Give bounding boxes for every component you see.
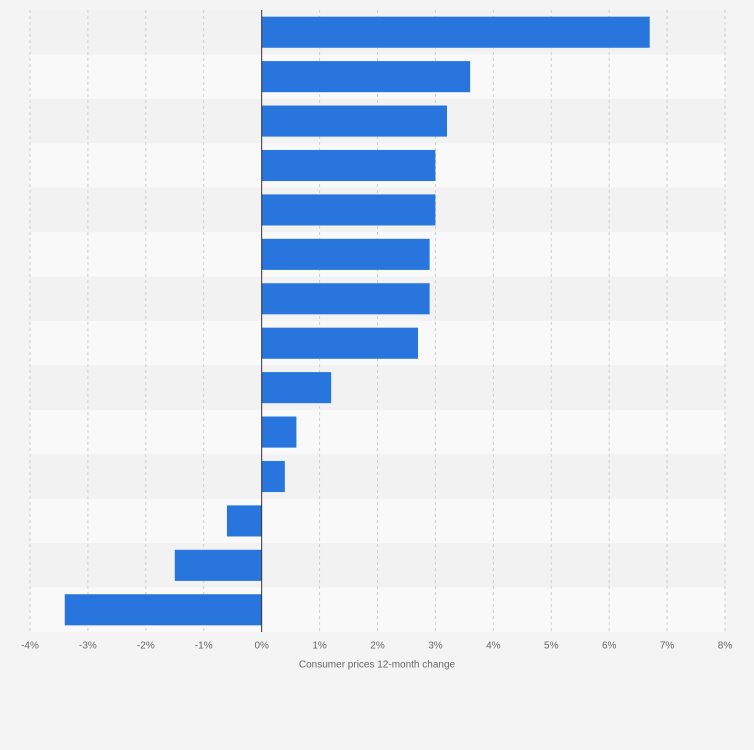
x-tick-label: 5% [544,641,559,652]
bar [261,238,430,270]
x-axis-label: Consumer prices 12-month change [299,660,456,671]
bar [261,61,471,93]
x-tick-label: -3% [79,641,97,652]
x-tick-label: 6% [602,641,617,652]
x-tick-label: 3% [428,641,443,652]
bar [261,283,430,315]
bar [261,194,436,226]
bar [261,149,436,182]
bar [261,460,285,493]
x-tick-label: 1% [312,641,327,652]
bar [261,105,447,137]
bar [261,372,332,404]
bar [174,549,262,581]
bar [226,505,262,537]
x-tick-label: -4% [21,641,39,652]
bar [261,16,650,48]
x-tick-label: 8% [718,641,733,652]
x-tick-label: 4% [486,641,501,652]
x-tick-label: 0% [254,641,269,652]
bar [261,416,297,448]
bar [64,594,262,626]
x-tick-label: 2% [370,641,385,652]
bar [261,327,419,359]
x-tick-label: -1% [195,641,213,652]
x-tick-label: -2% [137,641,155,652]
x-tick-label: 7% [660,641,675,652]
